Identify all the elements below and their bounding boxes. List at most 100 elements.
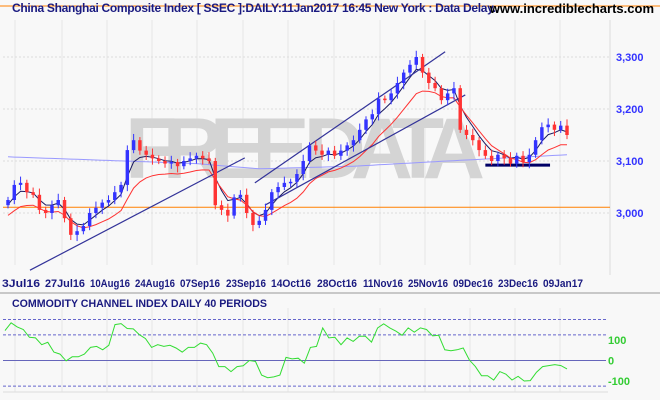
candle-body — [157, 158, 161, 161]
cci-line — [4, 322, 568, 382]
candle-body — [81, 226, 86, 232]
candle-body — [138, 140, 142, 151]
candle — [131, 133, 136, 154]
candle-body — [471, 135, 475, 141]
candle — [401, 69, 406, 90]
candle — [345, 142, 349, 156]
candle — [533, 137, 538, 158]
candle-body — [113, 192, 117, 200]
cci-title: COMMODITY CHANNEL INDEX DAILY 40 PERIODS — [12, 298, 267, 310]
candle-body — [276, 187, 280, 193]
cci-y-tick-label: 0 — [608, 356, 614, 368]
candle — [445, 88, 450, 106]
candle-body — [427, 72, 431, 83]
cci-y-tick-label: 100 — [608, 335, 626, 347]
candle — [439, 85, 444, 105]
candle-body — [339, 150, 343, 156]
candle — [31, 187, 35, 198]
candle — [295, 169, 299, 187]
candle-body — [270, 192, 274, 210]
candle-body — [502, 154, 506, 159]
candle-body — [464, 129, 469, 135]
candle-body — [31, 192, 35, 195]
candle — [12, 180, 17, 205]
candle — [62, 196, 67, 223]
candle — [18, 176, 23, 191]
candle-body — [445, 93, 450, 101]
long-moving-average-line — [7, 154, 568, 170]
candle — [433, 76, 437, 92]
candle — [565, 119, 569, 140]
candle-body — [182, 161, 186, 167]
candle-body — [295, 174, 299, 182]
candle-body — [175, 162, 180, 167]
candle-body — [401, 72, 406, 83]
candle — [326, 147, 331, 161]
candle-body — [12, 184, 17, 200]
candle — [320, 144, 324, 160]
candle-body — [288, 181, 293, 184]
x-tick-label: 24Aug16 — [135, 278, 175, 290]
cci-y-tick-label: -100 — [608, 376, 630, 388]
candle — [232, 194, 236, 219]
candle-body — [552, 124, 557, 130]
long-ema-line — [7, 90, 568, 229]
trendline — [254, 51, 446, 184]
candle-body — [326, 150, 331, 155]
candle-body — [131, 140, 136, 151]
candle-body — [370, 114, 375, 120]
candle — [94, 201, 98, 219]
candle-body — [188, 158, 192, 161]
candle — [496, 151, 500, 167]
candle — [263, 203, 268, 225]
candle-body — [125, 150, 130, 185]
candle — [376, 92, 381, 121]
candle-body — [558, 125, 563, 130]
candle — [464, 125, 469, 140]
candle — [458, 85, 462, 133]
site-link[interactable]: www.incrediblecharts.com — [489, 1, 654, 16]
candle-body — [194, 155, 199, 159]
candle-body — [496, 154, 500, 161]
candle — [56, 193, 60, 209]
candle-body — [263, 209, 268, 221]
candle-body — [6, 200, 10, 206]
candle — [50, 200, 54, 220]
candle-body — [332, 150, 337, 156]
candle-body — [521, 155, 525, 163]
chart-title: China Shanghai Composite Index [ SSEC ]:… — [12, 1, 499, 15]
x-tick-label: 14Oct16 — [271, 278, 311, 290]
candle — [69, 213, 73, 241]
x-tick-label: 25Nov16 — [408, 278, 448, 290]
candle — [81, 222, 86, 235]
candle — [370, 109, 375, 125]
candle — [251, 209, 255, 232]
candle-body — [395, 83, 400, 94]
candle — [364, 116, 368, 134]
candle-body — [232, 197, 236, 216]
candle — [119, 181, 123, 198]
candle-body — [37, 194, 42, 210]
candle — [427, 67, 431, 90]
candle — [207, 152, 211, 165]
candle-body — [94, 207, 98, 213]
candle-body — [213, 161, 217, 206]
candle-body — [43, 209, 48, 213]
candle — [25, 179, 29, 199]
candle-body — [207, 158, 211, 161]
candle — [420, 53, 425, 78]
candle — [502, 150, 506, 165]
candle-body — [301, 161, 305, 174]
candle-body — [100, 202, 104, 208]
candle-body — [389, 93, 393, 101]
candle — [383, 95, 387, 104]
candle-body — [62, 200, 67, 219]
candle — [182, 156, 186, 170]
candle — [188, 152, 192, 166]
candle-body — [244, 194, 249, 213]
candle — [314, 140, 318, 155]
x-tick-label: 11Nov16 — [363, 278, 403, 290]
candle — [389, 88, 393, 105]
candle — [150, 148, 155, 165]
candle — [43, 206, 48, 219]
